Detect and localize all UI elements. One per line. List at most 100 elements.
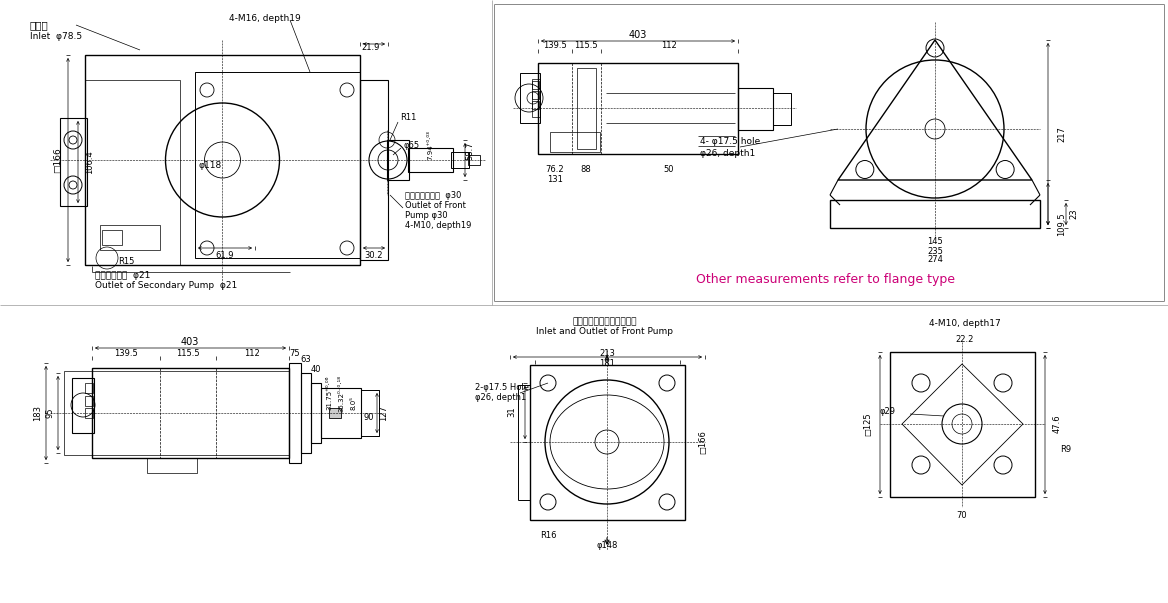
Text: 40: 40 [311, 365, 321, 374]
Text: 47.6: 47.6 [1052, 415, 1062, 434]
Bar [538, 63, 738, 154]
Bar [577, 68, 596, 149]
Text: Other measurements refer to flange type: Other measurements refer to flange type [695, 274, 954, 286]
Text: 106.4: 106.4 [85, 150, 95, 174]
Text: φ29: φ29 [880, 408, 896, 417]
Text: 217: 217 [1057, 126, 1066, 142]
Text: Pump φ30: Pump φ30 [405, 212, 447, 221]
Bar [64, 371, 288, 455]
Bar [530, 365, 684, 520]
Text: 274: 274 [927, 256, 943, 265]
Bar [773, 93, 791, 125]
Text: 145: 145 [927, 238, 943, 247]
Text: 213: 213 [599, 349, 614, 358]
Text: 139.5: 139.5 [543, 42, 566, 51]
Bar [85, 55, 360, 265]
Text: 70: 70 [957, 511, 967, 520]
Text: 61.9: 61.9 [216, 251, 235, 260]
Text: 115.5: 115.5 [176, 349, 200, 358]
Bar [451, 152, 470, 168]
Bar [361, 390, 378, 436]
Text: 109.5: 109.5 [1057, 212, 1066, 236]
Bar [738, 88, 773, 130]
Text: R15: R15 [118, 257, 134, 267]
Text: 75: 75 [290, 350, 300, 359]
Bar [85, 396, 93, 406]
Bar [830, 200, 1040, 228]
Text: 88: 88 [580, 165, 591, 174]
Text: Inlet and Outlet of Front Pump: Inlet and Outlet of Front Pump [536, 327, 674, 336]
Bar [550, 132, 600, 152]
Text: 112: 112 [661, 42, 677, 51]
Text: 31.75⁺⁰·⁰⁶: 31.75⁺⁰·⁰⁶ [326, 376, 332, 410]
Text: 8.0⁵: 8.0⁵ [352, 396, 357, 410]
Text: 4-M10, depth19: 4-M10, depth19 [405, 221, 472, 230]
Text: 58.7: 58.7 [466, 141, 474, 160]
Bar [531, 81, 538, 89]
Bar [85, 80, 180, 265]
Text: □166: □166 [54, 147, 63, 173]
Bar [147, 458, 197, 473]
Bar [301, 373, 311, 453]
Text: 前泵渐入油口和出油口方向: 前泵渐入油口和出油口方向 [572, 318, 638, 326]
Text: 403: 403 [628, 30, 647, 40]
Text: φ26, depth1: φ26, depth1 [475, 394, 527, 402]
Text: φ65: φ65 [403, 140, 419, 150]
Bar [92, 368, 288, 458]
Text: Outlet of Secondary Pump  φ21: Outlet of Secondary Pump φ21 [95, 280, 237, 289]
Text: 112: 112 [244, 349, 259, 358]
Text: 4-M16, depth19: 4-M16, depth19 [229, 14, 301, 23]
Text: 前泵渐出油口口  φ30: 前泵渐出油口口 φ30 [405, 191, 461, 200]
Bar [329, 408, 341, 418]
Text: R11: R11 [399, 113, 416, 122]
Bar [100, 225, 160, 250]
Text: 76.2: 76.2 [545, 165, 564, 174]
Bar [311, 383, 321, 443]
Text: 235: 235 [927, 247, 943, 256]
Text: 後泵渐出油口  φ21: 後泵渐出油口 φ21 [95, 271, 151, 280]
Text: 4- φ17.5 hole: 4- φ17.5 hole [700, 137, 760, 147]
Bar [102, 230, 121, 245]
Text: 181: 181 [599, 359, 614, 367]
Text: 183: 183 [34, 405, 42, 421]
Bar [72, 378, 93, 433]
Bar [195, 72, 360, 258]
Text: 21.9: 21.9 [362, 43, 381, 52]
Text: 入油口: 入油口 [30, 20, 49, 30]
Bar [288, 363, 301, 463]
Text: R16: R16 [540, 531, 556, 540]
Bar [531, 79, 540, 117]
Bar [531, 101, 538, 109]
Bar [387, 140, 409, 180]
Text: 95: 95 [46, 408, 55, 418]
Text: Inlet  φ78.5: Inlet φ78.5 [30, 32, 82, 41]
Text: □125: □125 [863, 412, 872, 436]
Text: 7.94⁺⁰·⁰³: 7.94⁺⁰·⁰³ [427, 130, 433, 160]
Text: 23: 23 [1070, 209, 1078, 219]
Text: 131: 131 [547, 174, 563, 183]
Text: R9: R9 [1061, 444, 1071, 453]
Text: 35.32⁰⁻⁰·¹⁸: 35.32⁰⁻⁰·¹⁸ [338, 374, 345, 411]
Bar [468, 155, 480, 165]
Bar [890, 352, 1035, 497]
Text: 2-φ17.5 Hole: 2-φ17.5 Hole [475, 382, 529, 391]
Bar [321, 388, 361, 438]
Bar [360, 80, 388, 260]
Text: φ118: φ118 [199, 160, 222, 169]
Text: 90: 90 [363, 414, 374, 423]
Text: 127: 127 [380, 405, 389, 421]
Text: 31: 31 [508, 406, 516, 417]
Text: □166: □166 [698, 430, 708, 454]
Text: 139.5: 139.5 [114, 349, 138, 358]
Text: φ148: φ148 [597, 540, 618, 549]
Bar [531, 91, 538, 99]
Text: 4-M10, depth17: 4-M10, depth17 [929, 320, 1001, 329]
Bar [85, 408, 93, 418]
Text: 63: 63 [300, 356, 312, 364]
Text: 30.2: 30.2 [364, 251, 383, 260]
Bar [60, 118, 86, 206]
Text: 22.2: 22.2 [955, 335, 974, 344]
Bar [408, 148, 453, 172]
Text: φ26, depth1: φ26, depth1 [700, 148, 756, 157]
Bar [520, 73, 540, 123]
